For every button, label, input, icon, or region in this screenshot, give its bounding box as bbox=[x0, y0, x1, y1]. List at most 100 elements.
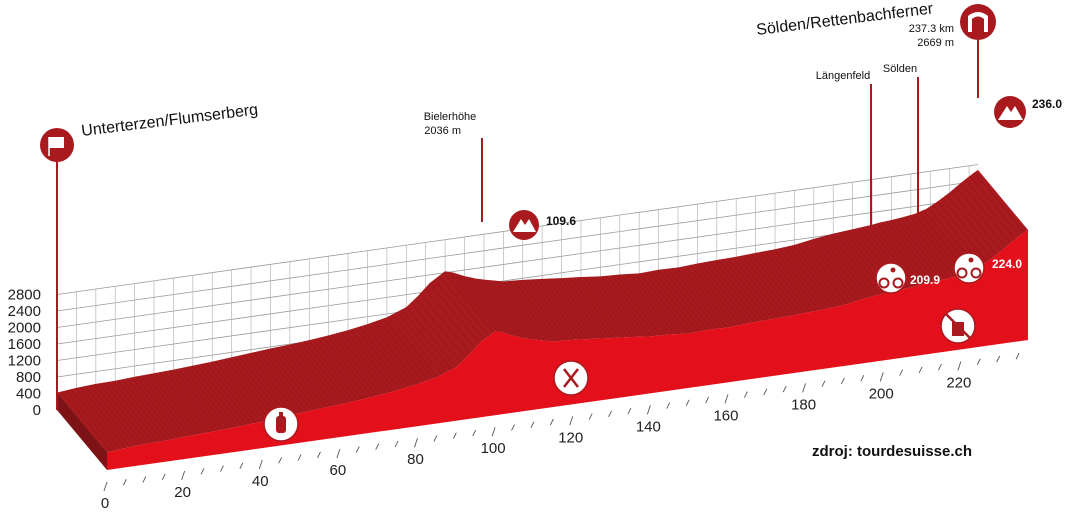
hatch-108.0 bbox=[475, 278, 527, 339]
x-tick-0: 0 bbox=[101, 495, 109, 512]
grid-line-h-4 bbox=[56, 213, 979, 345]
hatch-183.6 bbox=[769, 250, 820, 311]
hatch-42.0 bbox=[219, 359, 271, 421]
hatch-212.4 bbox=[881, 221, 932, 283]
hatch-180.0 bbox=[755, 252, 806, 314]
profile-front-face bbox=[107, 229, 1028, 470]
hatch-1.2 bbox=[61, 391, 112, 452]
hatch-10.8 bbox=[98, 383, 150, 444]
x-tick-mark-140 bbox=[646, 405, 651, 415]
hatch-37.2 bbox=[201, 363, 252, 425]
hatch-135.6 bbox=[583, 276, 634, 338]
hatch-50.4 bbox=[252, 352, 303, 413]
y-tick-2400: 2400 bbox=[8, 303, 41, 320]
finish-arch bbox=[968, 12, 988, 32]
hatch-61.2 bbox=[294, 343, 345, 404]
sprint-2-km: 224.0 bbox=[992, 257, 1022, 271]
hatch-104.4 bbox=[461, 275, 513, 336]
y-tick-1200: 1200 bbox=[8, 353, 41, 370]
hatch-192.0 bbox=[801, 242, 853, 303]
hatch-165.6 bbox=[699, 262, 750, 324]
x-tick-mark-95 bbox=[472, 429, 477, 437]
x-tick-100: 100 bbox=[481, 440, 506, 457]
hatch-184.8 bbox=[774, 249, 825, 310]
hatch-31.2 bbox=[177, 368, 229, 429]
hatch-14.4 bbox=[112, 380, 164, 442]
hatch-118.8 bbox=[517, 280, 569, 341]
hatch-196.8 bbox=[820, 236, 872, 298]
hatch-219.6 bbox=[909, 215, 960, 276]
hatch-132.0 bbox=[569, 277, 620, 338]
hatch-7.2 bbox=[84, 385, 136, 447]
hatch-150.0 bbox=[638, 273, 690, 334]
hatch-21.6 bbox=[140, 375, 192, 436]
x-tick-mark-170 bbox=[763, 388, 768, 396]
hatch-57.6 bbox=[280, 346, 331, 407]
x-tick-mark-35 bbox=[239, 462, 244, 470]
hc-mountain-2 bbox=[998, 106, 1023, 120]
hatch-198.0 bbox=[825, 235, 876, 296]
hatch-226.8 bbox=[937, 201, 988, 262]
hatch-235.2 bbox=[969, 175, 1021, 237]
hatch-133.2 bbox=[573, 277, 625, 338]
x-tick-200: 200 bbox=[869, 385, 894, 402]
hatch-120.0 bbox=[522, 279, 573, 341]
sprint-1-wheel-b bbox=[892, 277, 904, 289]
hatch-188.4 bbox=[787, 246, 839, 307]
hatch-218.4 bbox=[904, 216, 955, 277]
finish-arch-icon bbox=[960, 4, 996, 40]
hatch-81.6 bbox=[373, 321, 424, 383]
x-tick-mark-225 bbox=[976, 358, 981, 365]
x-tick-mark-25 bbox=[200, 468, 205, 475]
x-tick-mark-30 bbox=[220, 465, 224, 472]
hatch-84.0 bbox=[382, 318, 434, 379]
hatch-100.8 bbox=[447, 271, 499, 332]
hatch-74.4 bbox=[345, 330, 396, 391]
x-tick-mark-60 bbox=[336, 448, 341, 459]
hatch-121.2 bbox=[527, 279, 578, 340]
hatch-25.2 bbox=[154, 372, 206, 434]
hatch-38.4 bbox=[205, 362, 257, 424]
hatch-52.8 bbox=[261, 350, 313, 411]
hatch-102.0 bbox=[452, 272, 504, 333]
hatch-172.8 bbox=[727, 257, 778, 319]
hatch-181.2 bbox=[760, 251, 811, 313]
hatch-49.2 bbox=[247, 353, 299, 414]
x-tick-mark-120 bbox=[569, 416, 574, 426]
summit-1-name: Bielerhöhe bbox=[424, 111, 477, 123]
hatch-214.8 bbox=[890, 220, 941, 281]
hatch-193.2 bbox=[806, 240, 858, 302]
hatch-26.4 bbox=[159, 372, 210, 433]
hatch-97.2 bbox=[434, 279, 485, 340]
x-tick-mark-10 bbox=[142, 476, 147, 483]
source-credit: zdroj: tourdesuisse.ch bbox=[812, 443, 972, 460]
x-tick-mark-105 bbox=[511, 424, 515, 431]
hatch-159.6 bbox=[676, 267, 727, 328]
finish-alt: 2669 m bbox=[917, 37, 954, 49]
hatch-229.2 bbox=[946, 194, 997, 255]
hatch-170.4 bbox=[718, 259, 769, 320]
x-tick-mark-85 bbox=[433, 435, 438, 442]
hatch-216.0 bbox=[895, 218, 946, 280]
hatch-67.2 bbox=[317, 337, 369, 399]
hatch-154.8 bbox=[657, 269, 709, 331]
hatch-156.0 bbox=[662, 269, 713, 330]
hatch-134.4 bbox=[578, 276, 629, 338]
hatch-139.2 bbox=[597, 276, 648, 337]
hatch-79.2 bbox=[364, 324, 415, 386]
hatch-85.2 bbox=[387, 316, 438, 378]
x-tick-mark-20 bbox=[181, 470, 186, 481]
x-tick-mark-215 bbox=[938, 364, 942, 371]
hatch-6.0 bbox=[80, 386, 131, 448]
x-tick-mark-210 bbox=[918, 366, 923, 374]
x-tick-40: 40 bbox=[252, 473, 269, 490]
start-flag-cloth bbox=[49, 137, 64, 148]
hatch-151.2 bbox=[643, 272, 695, 333]
hatch-24.0 bbox=[149, 373, 201, 435]
hatch-34.8 bbox=[191, 365, 243, 427]
x-tick-mark-80 bbox=[414, 438, 418, 448]
hatch-147.6 bbox=[629, 273, 681, 335]
hatch-166.8 bbox=[704, 262, 755, 323]
y-tick-2800: 2800 bbox=[8, 287, 41, 304]
